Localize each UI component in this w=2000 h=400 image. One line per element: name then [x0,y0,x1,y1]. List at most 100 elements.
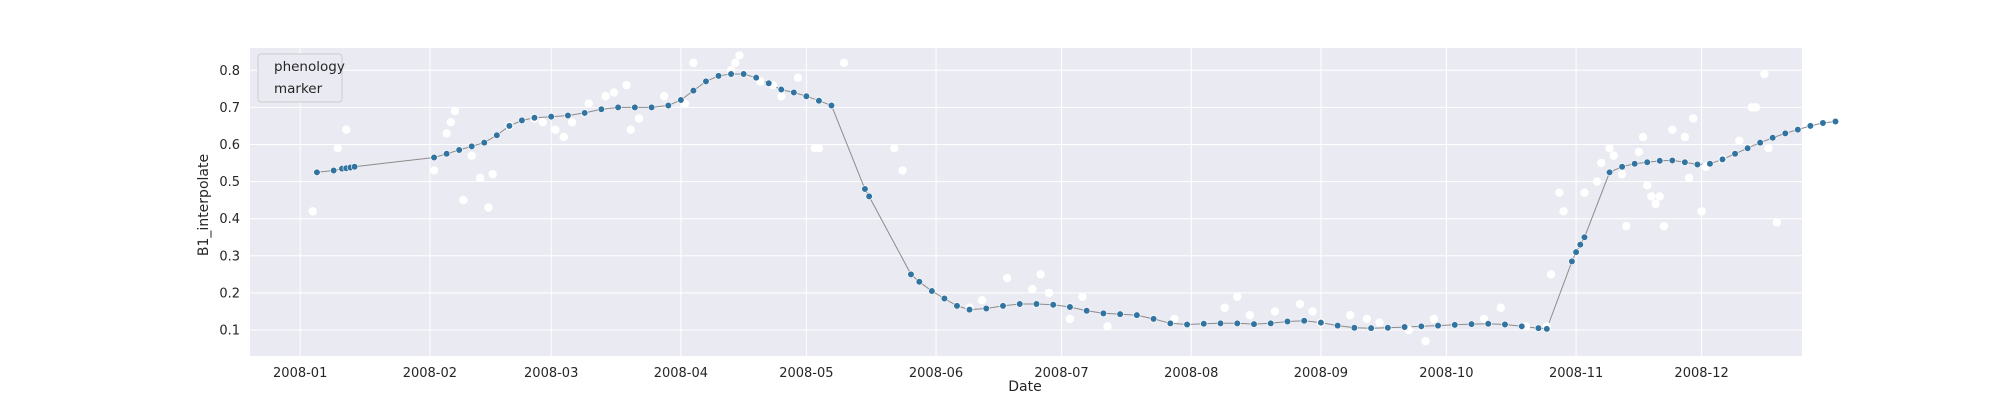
interpolated-point [1099,309,1107,317]
raw-point [1622,221,1631,231]
interpolated-point [702,77,710,85]
raw-point [1429,314,1439,324]
interpolated-point [1568,257,1576,265]
raw-point [1580,188,1589,197]
x-tick-label: 2008-11 [1549,366,1603,381]
interpolated-point [1451,321,1459,329]
raw-point [1668,125,1677,134]
interpolated-point [861,185,869,193]
interpolated-point [505,122,513,130]
raw-point [1362,314,1372,324]
interpolated-point [1693,160,1702,169]
raw-point [308,207,317,216]
raw-point [567,118,577,127]
interpolated-point [518,116,526,124]
raw-point [1044,288,1054,298]
interpolated-point [1049,301,1057,309]
interpolated-point [1183,320,1191,329]
raw-point [731,58,740,68]
raw-point [551,125,560,134]
raw-point [601,92,610,101]
y-tick-label: 0.4 [219,212,240,227]
raw-point [1308,307,1317,316]
interpolated-point [1501,320,1509,329]
y-tick-label: 0.7 [219,101,240,116]
raw-point [342,125,351,134]
interpolated-point [1149,315,1158,323]
raw-point [1772,218,1782,227]
raw-point [1295,299,1305,309]
interpolated-point [1350,324,1358,332]
raw-point [1689,114,1698,123]
raw-point [1496,303,1506,312]
interpolated-point [1534,324,1543,332]
interpolated-point [547,113,555,121]
raw-point [1638,132,1648,142]
x-axis-label: Date [1008,379,1041,395]
raw-point [333,143,343,153]
x-tick-label: 2008-07 [1034,366,1088,381]
raw-point [1065,314,1075,324]
raw-point [475,173,485,183]
interpolated-point [790,88,798,97]
interpolated-point [1434,321,1442,330]
raw-point [1103,322,1112,331]
interpolated-point [1731,150,1739,158]
x-tick-label: 2008-01 [273,366,327,381]
interpolated-point [1794,126,1802,134]
interpolated-point [827,101,836,110]
interpolated-point [313,168,321,176]
interpolated-point [865,192,873,201]
interpolated-point [1200,320,1208,328]
interpolated-point [940,294,949,303]
interpolated-point [330,166,338,175]
raw-point [1597,158,1606,168]
raw-point [634,114,644,123]
interpolated-point [1233,319,1241,327]
raw-point [1233,292,1242,301]
raw-point [814,143,824,153]
raw-point [1559,207,1568,216]
raw-point [1028,285,1037,294]
raw-point [1659,221,1669,231]
interpolated-point [1631,160,1639,168]
interpolated-point [907,270,915,278]
interpolated-point [530,114,539,122]
raw-point [584,99,594,108]
raw-point [1605,143,1614,153]
raw-point [1651,199,1660,209]
interpolated-point [1819,119,1827,127]
raw-point [450,106,460,116]
raw-point [777,92,786,101]
interpolated-point [928,287,936,295]
y-axis-label: B1_interpolate [196,154,212,256]
interpolated-point [1166,319,1174,327]
interpolated-point [1643,158,1651,166]
raw-point [1036,270,1045,279]
interpolated-point [1576,241,1584,249]
raw-point [977,296,987,305]
raw-point [622,80,631,90]
y-tick-label: 0.6 [219,138,240,153]
interpolated-point [1116,310,1124,318]
interpolated-point [493,131,501,139]
raw-point [793,73,803,82]
raw-point [1764,143,1773,153]
interpolated-point [999,302,1007,310]
interpolated-point [915,278,923,286]
raw-point [890,143,899,153]
raw-point [689,58,698,68]
raw-point [488,169,497,179]
interpolated-point [1756,139,1764,147]
raw-point [429,166,439,175]
raw-point [538,118,548,127]
interpolated-point [740,70,748,78]
interpolated-point [1572,248,1580,256]
interpolated-point [1681,158,1689,166]
interpolated-point [1250,320,1258,328]
y-tick-label: 0.8 [219,64,240,79]
interpolated-point [647,103,656,111]
raw-point [1697,207,1706,216]
y-tick-label: 0.1 [219,324,240,339]
